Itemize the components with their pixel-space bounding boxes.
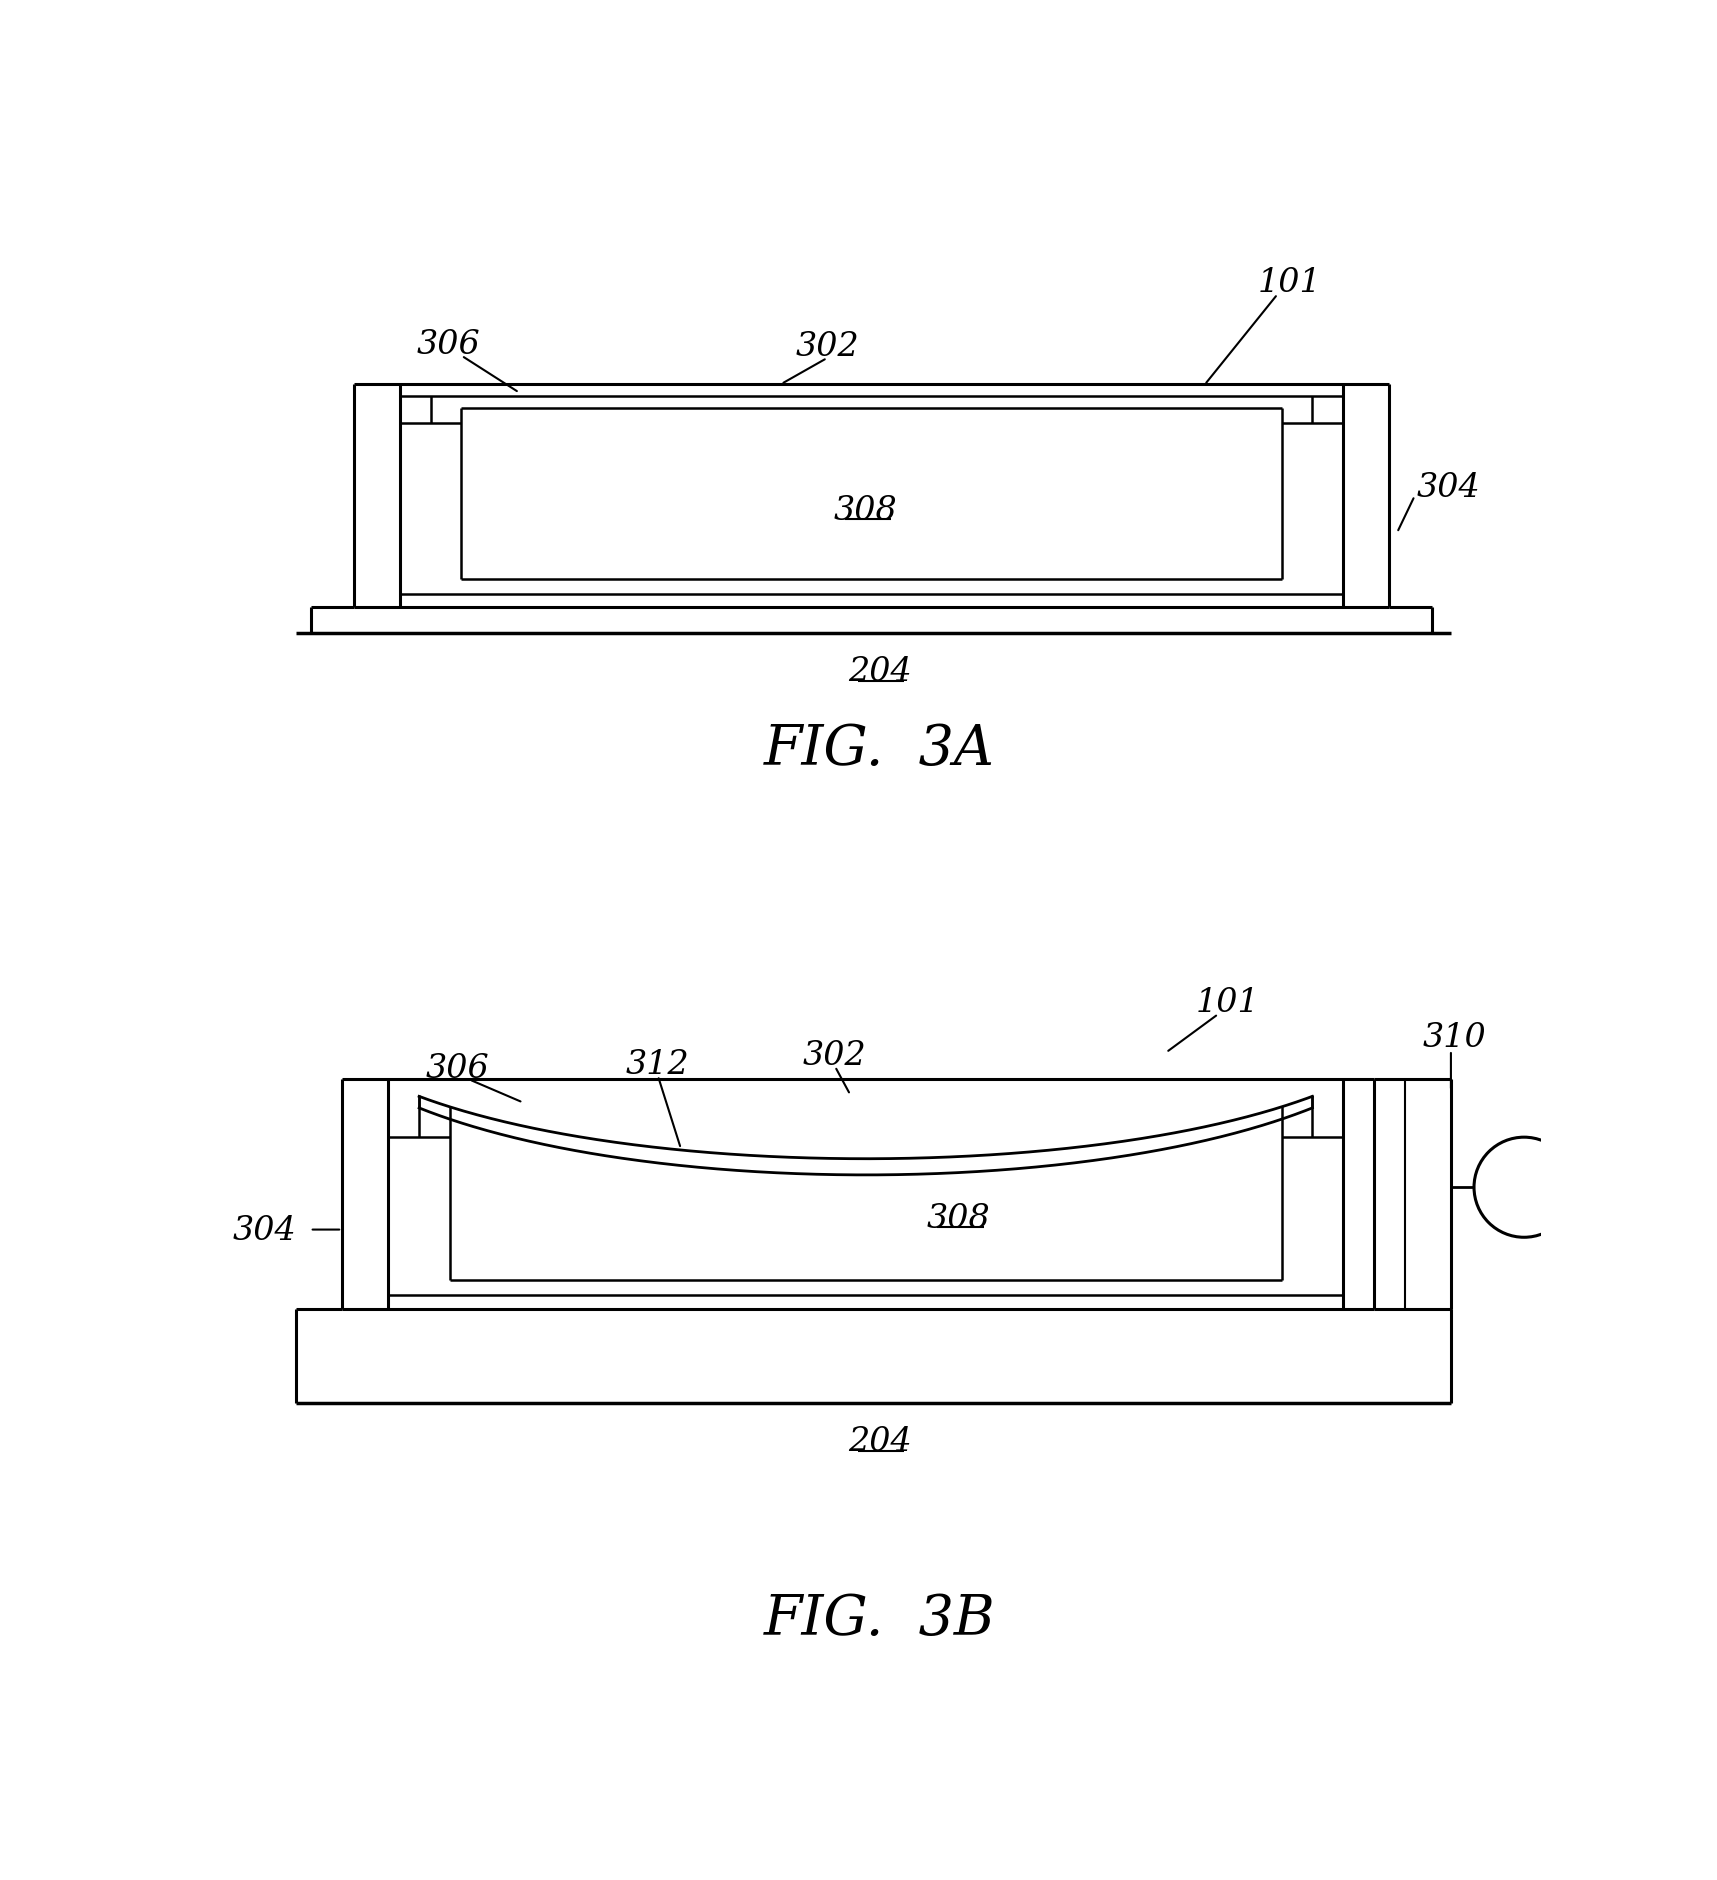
Text: 204: 204 — [848, 1425, 912, 1457]
Text: 304: 304 — [232, 1214, 295, 1246]
Text: 302: 302 — [804, 1040, 867, 1072]
Text: 306: 306 — [426, 1053, 489, 1085]
Text: 308: 308 — [834, 494, 898, 526]
Text: 204: 204 — [848, 656, 912, 688]
Text: FIG.  3A: FIG. 3A — [764, 722, 996, 776]
Text: 101: 101 — [1195, 987, 1260, 1019]
Text: 312: 312 — [627, 1049, 690, 1081]
Text: 306: 306 — [417, 329, 481, 361]
Text: 101: 101 — [1257, 267, 1320, 299]
Text: 308: 308 — [925, 1203, 991, 1235]
Text: FIG.  3B: FIG. 3B — [764, 1590, 996, 1645]
Text: 304: 304 — [1417, 472, 1480, 504]
Text: 302: 302 — [795, 331, 858, 363]
Text: 310: 310 — [1423, 1021, 1487, 1053]
